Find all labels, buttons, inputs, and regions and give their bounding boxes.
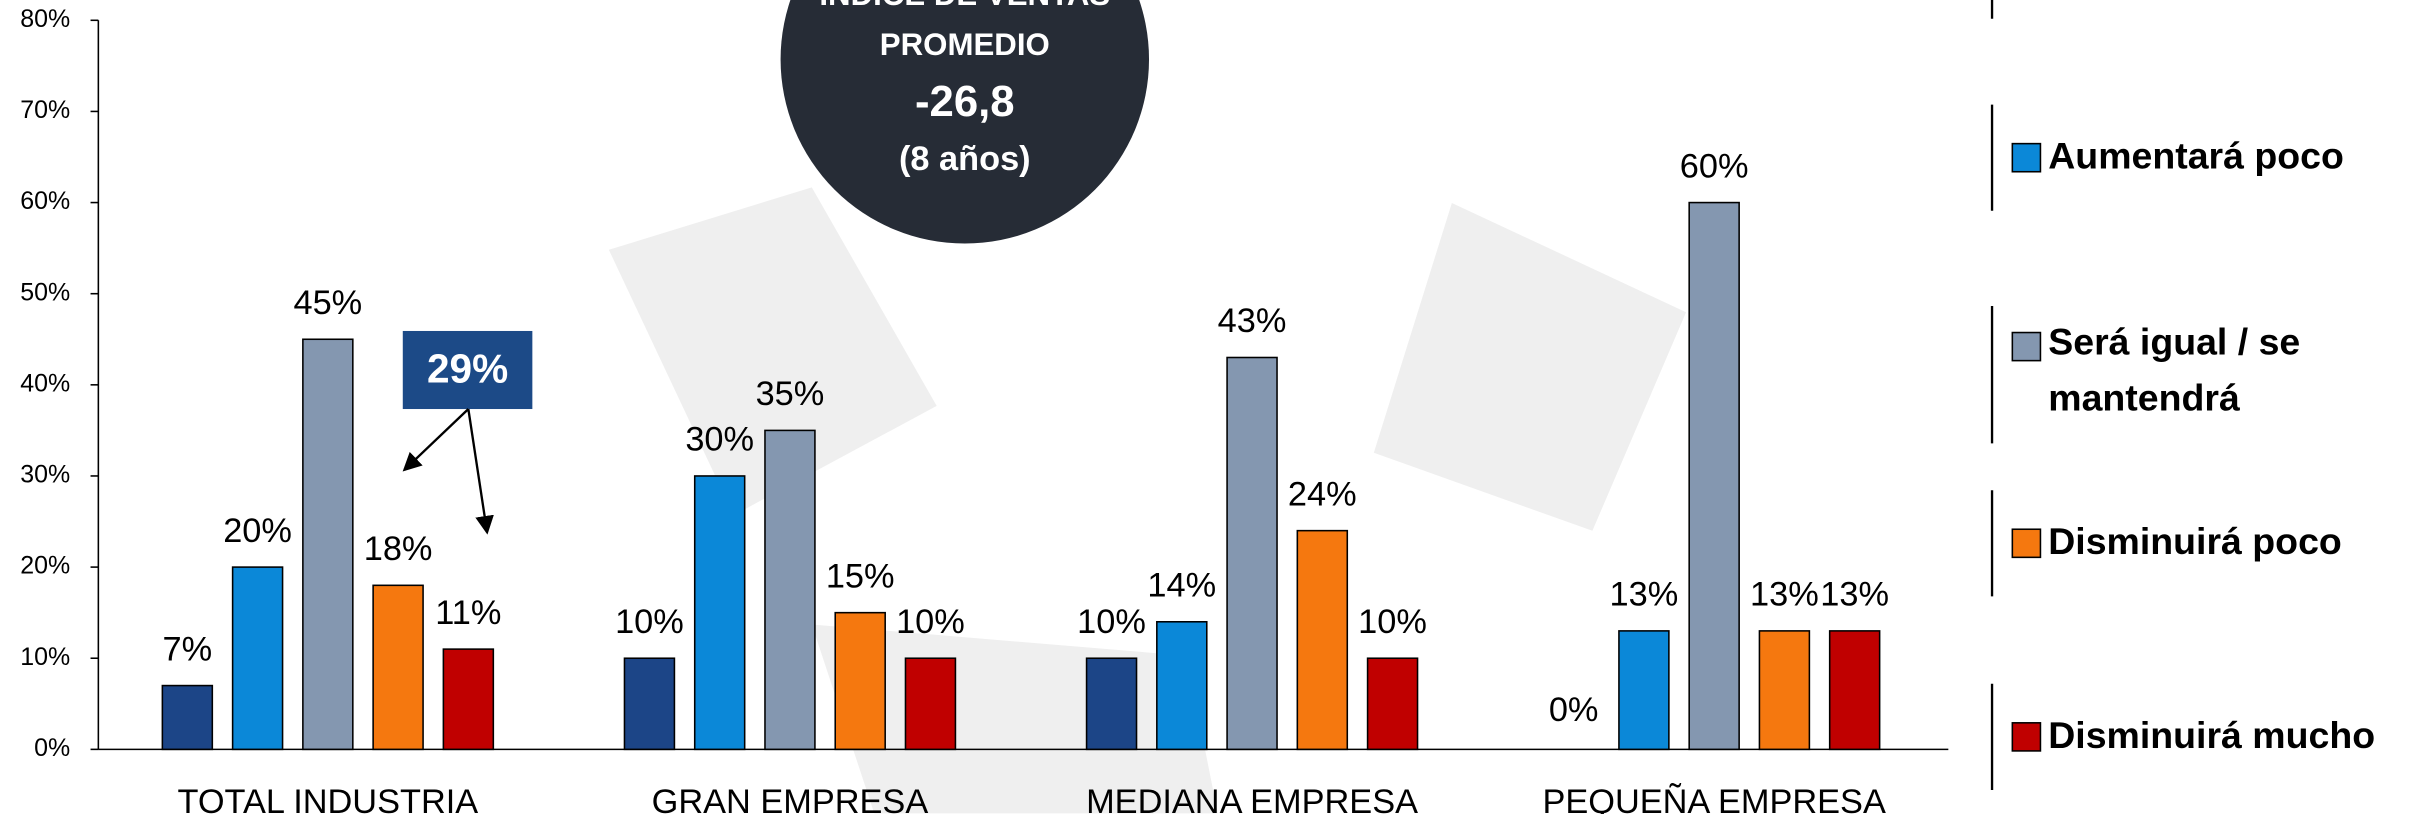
- x-tick-label: PEQUEÑA EMPRESA: [1542, 782, 1885, 814]
- value-label: 13%: [1820, 576, 1889, 614]
- index-value: -26,8: [915, 77, 1015, 126]
- bar: [624, 658, 674, 749]
- legend-marker: [2012, 333, 2040, 361]
- index-title: INDICE DE VENTAS: [819, 0, 1110, 12]
- x-tick-label: GRAN EMPRESA: [652, 783, 929, 814]
- arrow: [468, 409, 487, 532]
- value-label: 11%: [435, 594, 501, 632]
- value-label: 30%: [685, 421, 754, 459]
- highlight-text: 29%: [427, 345, 508, 391]
- legend-label: Será igual / se mantendrá: [2048, 315, 2360, 427]
- value-label: 60%: [1680, 147, 1749, 185]
- y-tick-label: 40%: [20, 369, 70, 397]
- x-tick-label: MEDIANA EMPRESA: [1086, 783, 1418, 814]
- index-period: (8 años): [899, 140, 1031, 178]
- legend-marker: [2012, 529, 2040, 557]
- bar: [1087, 658, 1137, 749]
- value-label: 10%: [615, 603, 684, 641]
- bar: [233, 567, 283, 749]
- value-label: 14%: [1147, 567, 1216, 605]
- chart: INDICE DE VENTAS PROMEDIO -26,8 (8 años)…: [0, 0, 2412, 814]
- value-label: 35%: [756, 375, 825, 413]
- page: {"chart_data": {"type": "bar", "categori…: [0, 0, 2412, 814]
- value-label: 13%: [1750, 576, 1819, 614]
- y-tick-label: 0%: [34, 734, 70, 762]
- legend-marker: [2012, 723, 2040, 751]
- legend-entry: Disminuirá poco: [2048, 515, 2407, 577]
- bar: [443, 649, 493, 749]
- bar: [1157, 622, 1207, 750]
- y-tick-label: 80%: [20, 5, 70, 33]
- value-label: 45%: [293, 284, 362, 322]
- bar: [373, 585, 423, 749]
- legend-entry: Aumentará poco: [2048, 130, 2407, 192]
- bar: [1830, 631, 1880, 749]
- y-tick-label: 60%: [20, 187, 70, 215]
- bar: [1619, 631, 1669, 749]
- index-title: PROMEDIO: [880, 27, 1050, 62]
- bar: [1689, 203, 1739, 750]
- value-label: 13%: [1610, 576, 1679, 614]
- bar: [695, 476, 745, 749]
- y-tick-label: 50%: [20, 278, 70, 306]
- y-tick-label: 10%: [20, 643, 70, 671]
- bar: [1297, 531, 1347, 750]
- y-tick-label: 20%: [20, 552, 70, 580]
- legend-label: Disminuirá poco: [2048, 515, 2407, 571]
- value-label: 15%: [826, 557, 895, 595]
- value-label: 10%: [1358, 603, 1427, 641]
- bar: [1227, 357, 1277, 749]
- bar: [303, 339, 353, 749]
- value-label: 20%: [223, 512, 292, 550]
- legend-label: Aumentará poco: [2048, 130, 2407, 186]
- bar: [835, 613, 885, 750]
- bar: [162, 686, 212, 750]
- arrow: [404, 409, 468, 470]
- y-tick-label: 30%: [20, 461, 70, 489]
- y-tick-label: 70%: [20, 96, 70, 124]
- value-label: 24%: [1288, 475, 1357, 513]
- x-tick-label: TOTAL INDUSTRIA: [177, 783, 478, 814]
- bar: [905, 658, 955, 749]
- legend-entry: Será igual / se mantendrá: [2048, 315, 2407, 440]
- legend-entry: Disminuirá mucho: [2048, 709, 2407, 771]
- legend-marker: [2012, 144, 2040, 172]
- bar: [1368, 658, 1418, 749]
- value-label: 0%: [1549, 691, 1599, 729]
- value-label: 7%: [163, 630, 213, 668]
- value-label: 10%: [896, 603, 965, 641]
- value-label: 43%: [1218, 302, 1287, 340]
- bar: [1759, 631, 1809, 749]
- value-label: 18%: [364, 530, 433, 568]
- bar: [765, 430, 815, 749]
- legend-label: Disminuirá mucho: [2048, 709, 2407, 765]
- value-label: 10%: [1077, 603, 1146, 641]
